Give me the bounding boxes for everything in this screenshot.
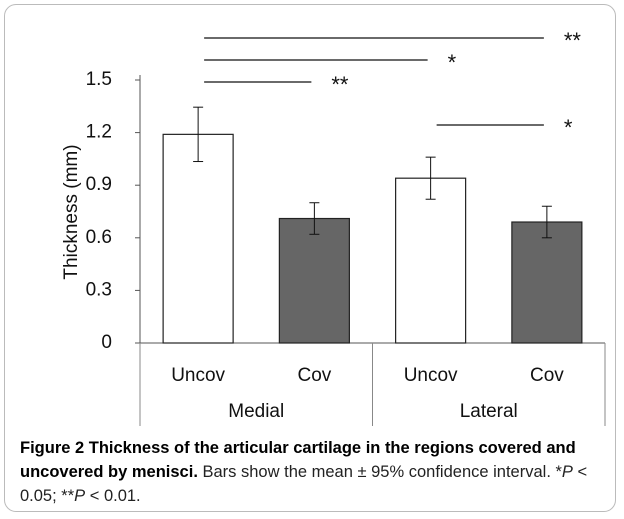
x-tick-label: Uncov bbox=[171, 365, 225, 386]
significance-label: * bbox=[448, 50, 457, 75]
group-label: Lateral bbox=[460, 401, 518, 422]
x-tick-label: Uncov bbox=[404, 365, 458, 386]
chart: Thickness (mm) 0 0.3 0.6 0.9 1.2 1.5 Uncov Cov U… bbox=[61, 28, 606, 426]
caption-text: P bbox=[74, 487, 86, 505]
x-tick-label: Cov bbox=[530, 365, 564, 386]
frame bbox=[4, 4, 616, 512]
significance-label: ** bbox=[564, 28, 582, 53]
bar bbox=[162, 133, 234, 344]
y-axis-label: Thickness (mm) bbox=[61, 144, 82, 279]
group-label: Medial bbox=[228, 401, 284, 422]
y-tick-label: 1.5 bbox=[86, 69, 112, 90]
y-tick-label: 0.6 bbox=[86, 227, 112, 248]
caption-text: < 0.01. bbox=[85, 487, 141, 505]
significance-label: ** bbox=[331, 72, 349, 97]
y-tick-label: 0.9 bbox=[86, 174, 112, 195]
bar bbox=[278, 217, 350, 344]
caption-title: Figure 2 Thickness of the articular cart… bbox=[20, 439, 576, 481]
y-tick-label: 0 bbox=[101, 332, 112, 353]
y-tick-label: 0.3 bbox=[86, 279, 112, 300]
caption-text: < 0.05; ** bbox=[20, 463, 588, 505]
significance-label: * bbox=[564, 115, 573, 140]
bar bbox=[395, 177, 467, 344]
bar bbox=[511, 221, 583, 344]
caption: Figure 2 Thickness of the articular cart… bbox=[20, 436, 610, 508]
caption-text: Bars show the mean ± 95% confidence inte… bbox=[202, 463, 562, 481]
caption-text: P bbox=[561, 463, 573, 481]
y-tick-label: 1.2 bbox=[86, 122, 112, 143]
x-tick-label: Cov bbox=[297, 365, 331, 386]
